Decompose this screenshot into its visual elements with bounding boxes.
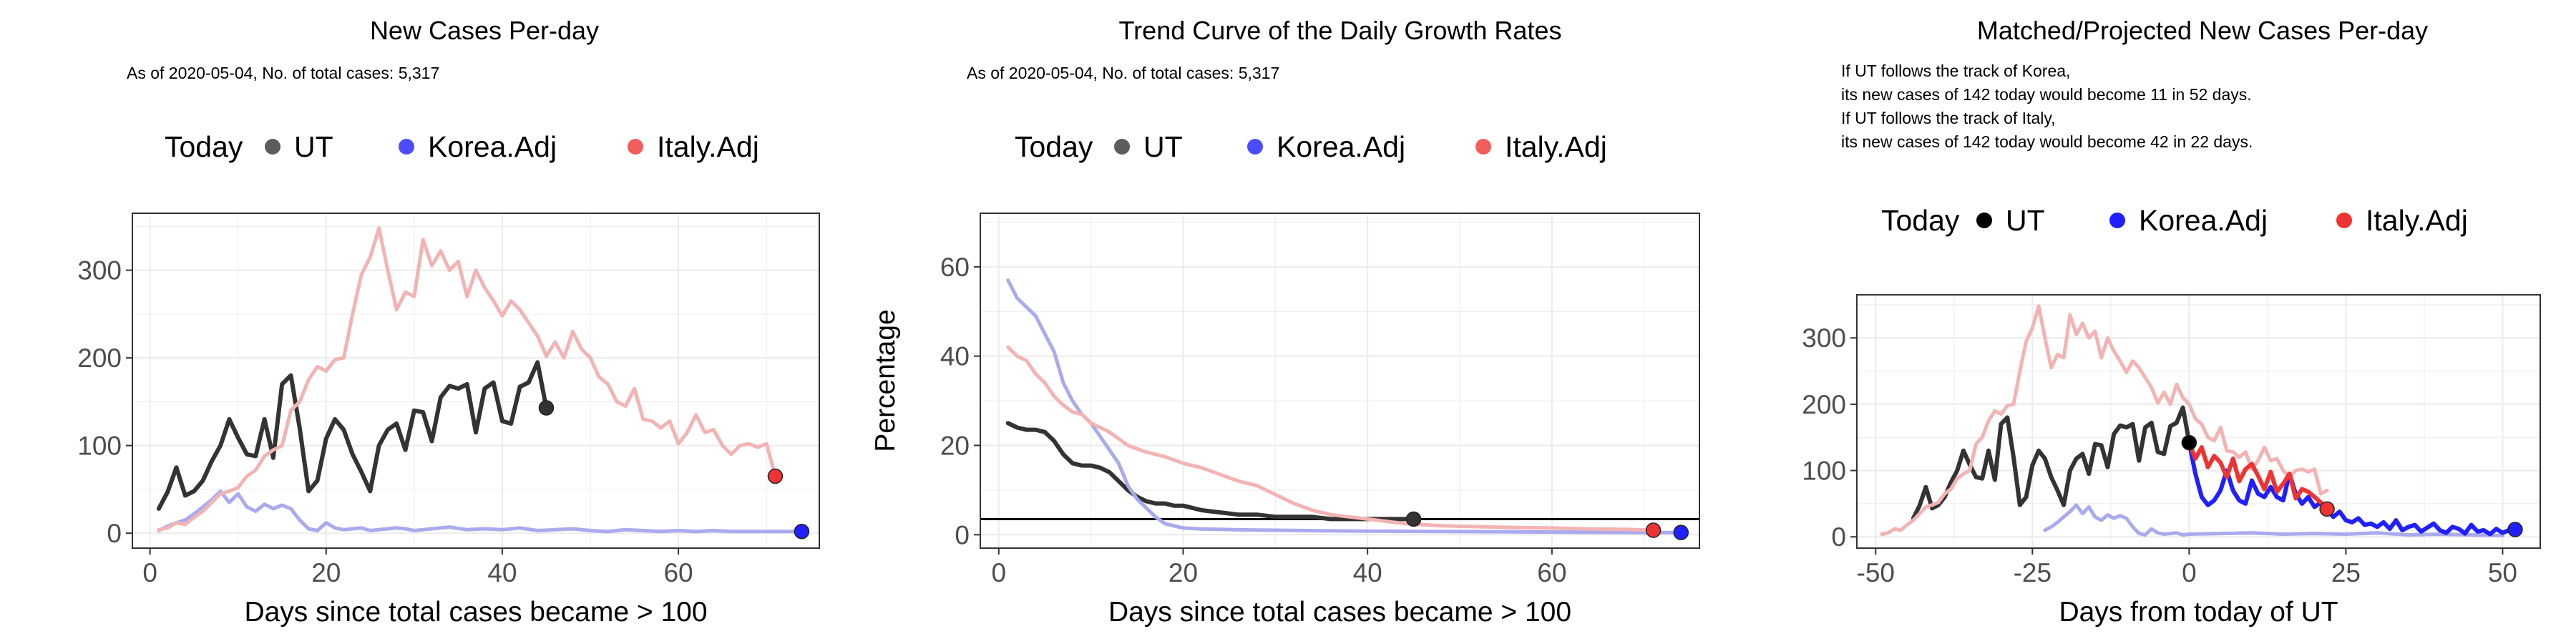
x-tick-label: -25 xyxy=(2014,558,2051,587)
legend-label: UT xyxy=(1143,130,1183,163)
today-point-italy-adj xyxy=(2319,501,2335,517)
legend-label: Korea.Adj xyxy=(2139,204,2268,237)
y-tick-label: 300 xyxy=(1802,323,1846,353)
series-line-ut xyxy=(1911,405,2192,521)
annotation-line: its new cases of 142 today would become … xyxy=(1841,85,2252,104)
today-point-ut xyxy=(1405,511,1422,527)
legend-key-marker xyxy=(628,139,643,155)
series-line-italy-adj xyxy=(157,226,777,532)
legend: Today UT Korea.Adj Italy.Adj xyxy=(1881,204,2468,237)
x-tick-label: 0 xyxy=(2182,558,2197,587)
x-axis-label: Days since total cases became > 100 xyxy=(244,597,707,628)
x-tick-label: 0 xyxy=(142,558,157,587)
legend-key-marker xyxy=(2109,213,2125,228)
y-tick-label: 200 xyxy=(1802,390,1846,419)
legend-title: Today xyxy=(165,130,243,163)
x-tick-label: 60 xyxy=(663,558,693,587)
y-tick-label: 100 xyxy=(77,431,122,461)
x-tick-label: 40 xyxy=(1353,558,1382,587)
today-point-ut xyxy=(2181,434,2197,451)
y-tick-label: 0 xyxy=(955,520,970,550)
y-tick-label: 200 xyxy=(77,343,122,373)
x-tick-label: 40 xyxy=(487,558,517,587)
plot-border xyxy=(132,213,820,549)
x-tick-label: 50 xyxy=(2488,558,2517,587)
series-line-ut xyxy=(1005,421,1416,522)
series-line-korea-adj xyxy=(157,489,804,534)
x-tick-label: 25 xyxy=(2331,558,2361,587)
legend-label: Korea.Adj xyxy=(428,130,557,163)
chart-subtitle: As of 2020-05-04, No. of total cases: 5,… xyxy=(127,64,439,82)
legend-key-marker xyxy=(1247,139,1263,155)
today-point-korea-adj xyxy=(1673,525,1689,540)
series-line-ut xyxy=(156,360,549,511)
gridlines xyxy=(1857,295,2540,548)
x-tick-label: 20 xyxy=(1169,558,1198,587)
chart-title: Matched/Projected New Cases Per-day xyxy=(1977,16,2428,45)
x-tick-label: 20 xyxy=(311,558,341,587)
gridlines xyxy=(980,213,1699,548)
y-tick-label: 0 xyxy=(107,519,122,548)
y-tick-label: 300 xyxy=(77,256,122,286)
y-axis-label: Percentage xyxy=(870,309,901,452)
y-tick-label: 60 xyxy=(940,253,970,282)
annotation-line: If UT follows the track of Korea, xyxy=(1841,62,2070,80)
y-tick-label: 20 xyxy=(940,431,970,460)
legend-label: Italy.Adj xyxy=(1505,130,1607,163)
chart-panel-3: Matched/Projected New Cases Per-day If UT… xyxy=(1802,16,2541,628)
legend-label: Italy.Adj xyxy=(657,130,759,163)
series-line-italy-adj-projected xyxy=(2187,440,2330,512)
chart-title: New Cases Per-day xyxy=(370,16,599,45)
legend-label: UT xyxy=(2006,204,2045,237)
legend: Today UT Korea.Adj Italy.Adj xyxy=(1015,130,1607,163)
annotation-line: If UT follows the track of Italy, xyxy=(1841,109,2056,127)
legend-key-marker xyxy=(399,139,414,155)
series-line-italy-adj xyxy=(1006,345,1656,532)
legend-key-marker xyxy=(1475,139,1491,155)
chart-title: Trend Curve of the Daily Growth Rates xyxy=(1119,16,1562,45)
chart-panel-1: New Cases Per-day As of 2020-05-04, No. o… xyxy=(77,16,820,628)
today-point-italy-adj xyxy=(767,468,784,484)
today-point-italy-adj xyxy=(1645,522,1662,538)
chart-subtitle: As of 2020-05-04, No. of total cases: 5,… xyxy=(967,64,1279,82)
legend-label: Italy.Adj xyxy=(2366,204,2468,237)
chart-panel-2: Trend Curve of the Daily Growth Rates As … xyxy=(870,16,1700,628)
y-tick-label: 40 xyxy=(940,342,970,371)
annotation-line: its new cases of 142 today would become … xyxy=(1841,132,2253,151)
plot-background xyxy=(980,213,1699,548)
x-tick-label: -50 xyxy=(1857,558,1895,587)
plot-border xyxy=(1856,294,2541,549)
y-tick-label: 100 xyxy=(1802,457,1846,486)
series-group xyxy=(1005,278,1683,535)
legend: Today UT Korea.Adj Italy.Adj xyxy=(165,130,759,163)
series-group xyxy=(1880,304,2517,537)
x-tick-label: 60 xyxy=(1537,558,1566,587)
y-tick-label: 0 xyxy=(1831,522,1846,552)
series-line-korea-adj xyxy=(2043,503,2504,537)
x-axis-label: Days since total cases became > 100 xyxy=(1108,597,1571,628)
today-point-ut xyxy=(538,400,555,416)
legend-key-marker xyxy=(1976,213,1992,228)
legend-label: UT xyxy=(294,130,333,163)
legend-key-marker xyxy=(1114,139,1130,155)
legend-key-marker xyxy=(265,139,280,155)
today-point-korea-adj xyxy=(794,523,810,540)
series-line-korea-adj-projected xyxy=(2187,440,2517,537)
plot-border xyxy=(980,213,1700,549)
series-group xyxy=(156,226,804,534)
series-line-korea-adj xyxy=(1006,278,1683,535)
x-axis-label: Days from today of UT xyxy=(2059,597,2338,628)
x-tick-label: 0 xyxy=(991,558,1006,587)
legend-label: Korea.Adj xyxy=(1277,130,1405,163)
legend-title: Today xyxy=(1015,130,1093,163)
today-point-korea-adj xyxy=(2507,522,2523,537)
legend-title: Today xyxy=(1881,204,1960,237)
legend-key-marker xyxy=(2336,213,2352,228)
